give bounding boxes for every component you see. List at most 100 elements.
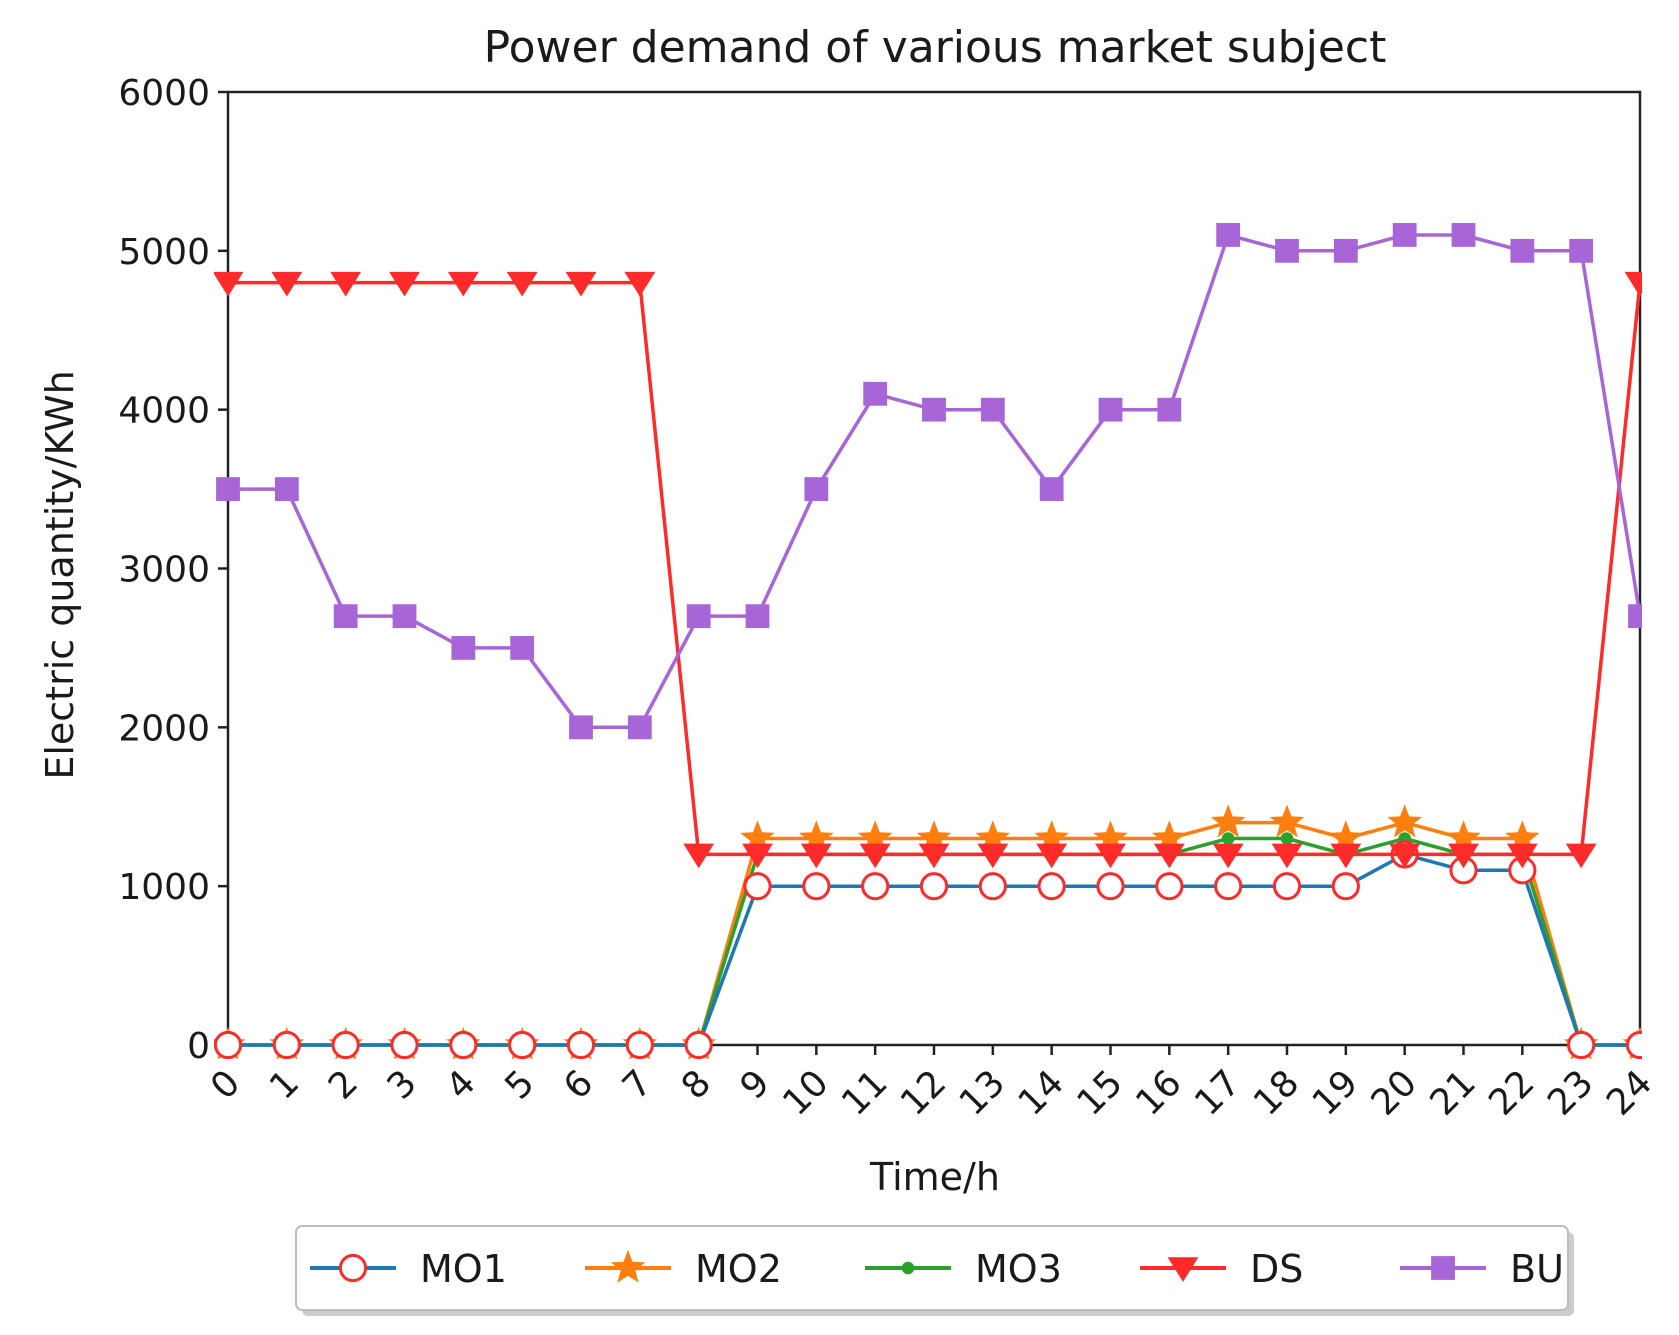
legend-marker-mo3 [901,1261,915,1275]
data-point-ds [1271,843,1303,869]
data-point-bu [1392,223,1417,247]
series-layer [214,223,1642,1059]
data-point-ds [1153,843,1185,869]
x-tick-label: 19 [1305,1062,1366,1123]
x-tick-label: 18 [1246,1062,1307,1123]
x-tick-label: 16 [1128,1062,1189,1123]
data-point-mo1 [1331,872,1360,901]
data-point-ds [918,843,950,869]
data-point-mo1 [449,1030,478,1059]
data-point-bu [980,397,1005,422]
x-tick-label: 24 [1599,1062,1660,1123]
x-tick-label: 10 [775,1062,836,1123]
data-point-ds [214,271,244,297]
data-point-mo2 [857,820,893,854]
data-point-mo1 [684,1030,713,1059]
legend-label: MO2 [695,1247,782,1291]
data-point-mo1 [978,872,1007,901]
data-point-mo1 [919,872,949,901]
data-point-mo1 [1037,872,1066,901]
data-point-ds [742,843,773,869]
legend-item-ds: DS [1140,1247,1303,1291]
data-point-mo2 [1093,820,1128,854]
data-point-mo1 [1625,1030,1642,1059]
data-point-mo1 [214,1030,243,1059]
data-point-ds [859,843,891,869]
data-point-ds [1095,843,1126,869]
legend: MO1 MO2 MO3 DS BU [295,1225,1574,1316]
data-point-ds [683,843,715,869]
chart-title: Power demand of various market subject [484,22,1387,73]
data-point-bu [274,477,299,501]
data-point-mo2 [1446,820,1481,854]
data-point-ds [1330,843,1362,869]
legend-item-bu: BU [1400,1247,1564,1291]
legend-label: DS [1250,1247,1303,1291]
x-tick-label: 12 [893,1062,954,1123]
legend-item-mo2: MO2 [585,1247,782,1291]
data-point-mo2 [1505,820,1540,854]
data-point-ds [1506,843,1538,869]
x-tick-label: 6 [556,1062,601,1107]
legend-label: MO3 [975,1247,1062,1291]
data-point-ds [1565,843,1597,869]
data-point-bu [569,715,593,740]
data-point-mo1 [1272,872,1302,901]
y-axis-label: Electric quantity/KWh [38,370,82,779]
x-tick-label: 1 [262,1062,307,1107]
series-ds [214,271,1642,869]
data-point-bu [1510,238,1535,263]
x-tick-label: 11 [834,1062,895,1123]
y-tick-label: 5000 [118,232,210,273]
y-tick-label: 1000 [118,867,210,908]
data-point-bu [1157,397,1182,422]
y-tick-label: 0 [187,1026,210,1067]
legend-label: MO1 [420,1247,507,1291]
y-tick-label: 4000 [118,391,210,432]
legend-marker-mo2 [610,1249,646,1283]
x-tick-label: 5 [497,1062,542,1107]
series-bu [216,223,1642,740]
data-point-mo2 [1210,804,1246,838]
data-point-mo2 [740,820,775,854]
data-point-bu [1333,238,1358,263]
legend-label: BU [1510,1247,1564,1291]
legend-item-mo1: MO1 [310,1247,507,1291]
data-point-bu [1275,238,1299,263]
data-point-ds [1212,843,1244,869]
data-point-mo1 [390,1030,419,1059]
x-tick-label: 23 [1540,1062,1601,1123]
data-point-mo1 [331,1030,360,1059]
data-point-mo2 [1328,820,1364,854]
data-point-ds [565,271,597,297]
data-point-ds [624,271,656,297]
x-tick-label: 9 [733,1062,778,1107]
data-point-bu [804,477,829,501]
data-point-mo1 [272,1030,301,1059]
data-point-bu [1628,604,1642,629]
x-tick-label: 13 [952,1062,1013,1123]
series-mo1 [214,840,1642,1059]
x-tick-label: 3 [380,1062,425,1107]
data-point-ds [1036,843,1068,869]
data-point-mo1 [1567,1030,1596,1059]
x-tick-label: 21 [1422,1062,1483,1123]
data-point-ds [977,843,1009,869]
data-point-mo1 [1096,872,1125,901]
data-point-mo1 [743,872,772,901]
data-point-bu [745,604,770,629]
y-tick-label: 3000 [118,550,210,591]
y-tick-label: 2000 [118,708,210,749]
data-point-ds [330,271,362,297]
data-point-bu [333,604,358,629]
data-point-mo2 [916,820,952,854]
data-point-ds [1624,271,1642,297]
x-tick-label: 14 [1011,1062,1072,1123]
x-tick-label: 17 [1187,1062,1248,1123]
data-point-bu [510,636,535,660]
data-point-ds [271,271,303,297]
data-point-mo2 [799,820,834,854]
data-point-bu [216,477,240,501]
x-tick-label: 15 [1069,1062,1130,1123]
